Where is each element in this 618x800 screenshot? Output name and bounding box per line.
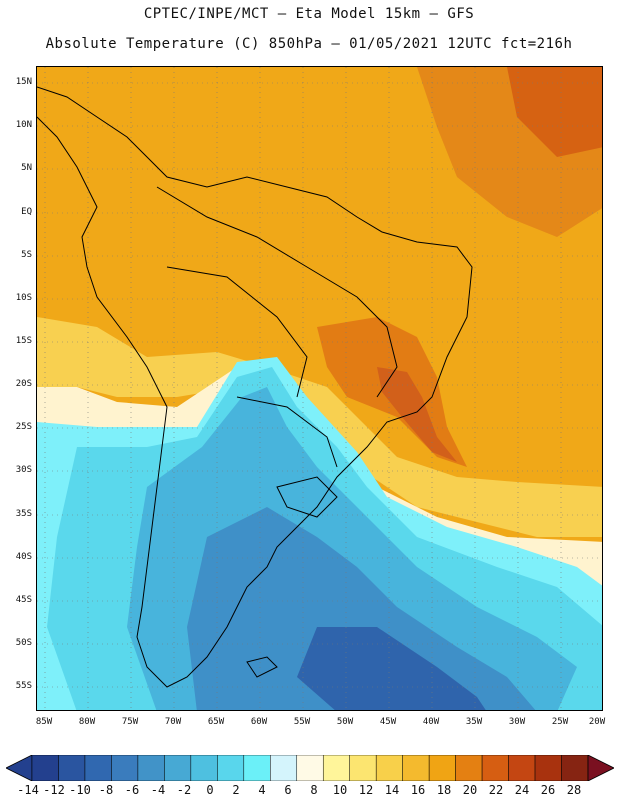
colorbar-tick: 24 <box>514 783 530 797</box>
lon-label: 30W <box>508 717 526 727</box>
colorbar-arrow-right <box>587 755 614 781</box>
lon-label: 75W <box>121 717 139 727</box>
lat-label: 45S <box>15 595 32 605</box>
colorbar-swatch <box>534 755 562 781</box>
lat-label: 35S <box>15 509 32 519</box>
border-line-2 <box>166 266 308 398</box>
lat-label: 5N <box>21 163 32 173</box>
lat-label: 30S <box>15 465 32 475</box>
lat-label: 25S <box>15 422 32 432</box>
lat-label: 10S <box>15 293 32 303</box>
lon-label: 45W <box>379 717 397 727</box>
border-line-1 <box>156 186 398 398</box>
colorbar-tick: 28 <box>566 783 582 797</box>
colorbar-tick: -8 <box>98 783 114 797</box>
colorbar-tick: -4 <box>150 783 166 797</box>
colorbar-tick: 6 <box>284 783 292 797</box>
colorbar-arrow-left <box>6 755 33 781</box>
colorbar-swatch <box>428 755 456 781</box>
temperature-map <box>36 66 603 711</box>
colorbar-swatch <box>164 755 192 781</box>
lat-label: 55S <box>15 681 32 691</box>
lon-label: 50W <box>336 717 354 727</box>
lat-label: 10N <box>15 120 32 130</box>
lon-label: 60W <box>250 717 268 727</box>
colorbar-swatch <box>375 755 403 781</box>
lon-label: 80W <box>78 717 96 727</box>
lat-label: 20S <box>15 379 32 389</box>
colorbar-swatch <box>349 755 377 781</box>
colorbar-swatch <box>508 755 536 781</box>
colorbar-swatch <box>31 755 59 781</box>
colorbar-tick: 20 <box>462 783 478 797</box>
colorbar-swatch <box>455 755 483 781</box>
colorbar-tick: 22 <box>488 783 504 797</box>
south-america-outline <box>37 86 473 688</box>
falklands-outline <box>246 656 278 678</box>
colorbar-swatch <box>402 755 430 781</box>
colorbar-tick: 8 <box>310 783 318 797</box>
colorbar-swatch <box>296 755 324 781</box>
field-red-se-brazil <box>377 367 457 462</box>
colorbar-swatch <box>561 755 589 781</box>
lat-label: 15N <box>15 77 32 87</box>
uruguay-outline <box>276 476 338 518</box>
colorbar-tick: 0 <box>206 783 214 797</box>
colorbar-tick: -12 <box>43 783 65 797</box>
colorbar <box>6 755 614 781</box>
lon-label: 35W <box>465 717 483 727</box>
lon-label: 40W <box>422 717 440 727</box>
lat-label: EQ <box>21 207 32 217</box>
colorbar-swatch <box>111 755 139 781</box>
lon-label: 85W <box>35 717 53 727</box>
lat-label: 50S <box>15 638 32 648</box>
colorbar-tick: 10 <box>332 783 348 797</box>
lon-label: 65W <box>207 717 225 727</box>
colorbar-tick: 16 <box>410 783 426 797</box>
colorbar-tick: 4 <box>258 783 266 797</box>
chart-title-line2: Absolute Temperature (C) 850hPa – 01/05/… <box>45 36 573 52</box>
colorbar-tick: 14 <box>384 783 400 797</box>
lat-label: 15S <box>15 336 32 346</box>
chart-title-line1: CPTEC/INPE/MCT – Eta Model 15km – GFS <box>143 6 475 22</box>
coastlines <box>37 86 473 688</box>
colorbar-tick: 26 <box>540 783 556 797</box>
colorbar-swatch <box>217 755 245 781</box>
colorbar-swatch <box>190 755 218 781</box>
colorbar-tick: -10 <box>69 783 91 797</box>
lon-label: 55W <box>293 717 311 727</box>
lat-label: 40S <box>15 552 32 562</box>
colorbar-tick: -2 <box>176 783 192 797</box>
field-deep-blue <box>297 627 486 710</box>
lat-label: 5S <box>21 250 32 260</box>
lon-label: 20W <box>588 717 606 727</box>
border-line-3 <box>236 396 338 468</box>
field-blue <box>187 507 536 710</box>
colorbar-swatch <box>270 755 298 781</box>
lon-label: 25W <box>551 717 569 727</box>
colorbar-swatch <box>84 755 112 781</box>
temperature-field <box>37 67 602 710</box>
colorbar-swatch <box>58 755 86 781</box>
field-red-ne <box>507 67 602 157</box>
colorbar-swatch <box>481 755 509 781</box>
colorbar-tick: 12 <box>358 783 374 797</box>
colorbar-tick: 18 <box>436 783 452 797</box>
colorbar-swatch <box>243 755 271 781</box>
colorbar-swatch <box>137 755 165 781</box>
colorbar-swatch <box>322 755 350 781</box>
colorbar-tick: -6 <box>124 783 140 797</box>
colorbar-tick: 2 <box>232 783 240 797</box>
lon-label: 70W <box>164 717 182 727</box>
colorbar-tick: -14 <box>17 783 39 797</box>
